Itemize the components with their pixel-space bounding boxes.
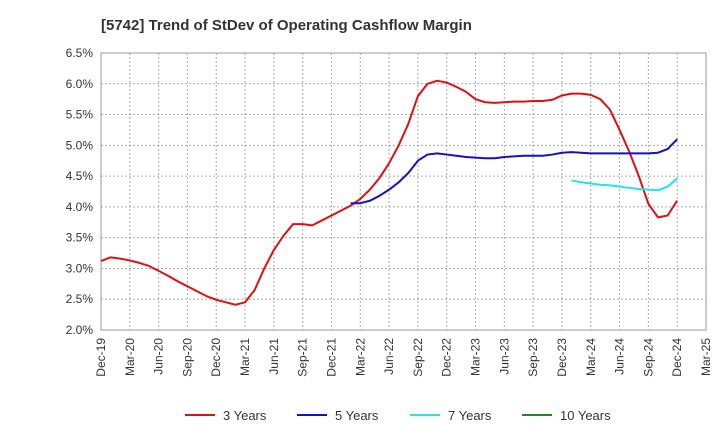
x-tick-label: Mar-24 — [584, 338, 598, 376]
x-tick-label: Dec-19 — [94, 338, 108, 377]
y-tick-label: 6.5% — [66, 46, 94, 60]
y-tick-label: 3.0% — [66, 261, 94, 275]
legend-label: 5 Years — [335, 408, 379, 423]
x-tick-label: Sep-20 — [180, 338, 194, 377]
series-line-5-years — [350, 138, 678, 205]
x-tick-label: Dec-22 — [440, 338, 454, 377]
x-tick-label: Dec-24 — [670, 338, 684, 377]
x-tick-label: Sep-23 — [526, 338, 540, 377]
x-tick-label: Jun-20 — [152, 338, 166, 375]
legend-label: 7 Years — [448, 408, 492, 423]
plot-area — [100, 52, 707, 331]
y-tick-label: 2.5% — [66, 292, 94, 306]
y-tick-label: 4.5% — [66, 169, 94, 183]
y-tick-label: 4.0% — [66, 200, 94, 214]
x-tick-label: Jun-21 — [267, 338, 281, 375]
legend-label: 10 Years — [560, 408, 611, 423]
x-tick-label: Mar-23 — [469, 338, 483, 376]
x-tick-label: Sep-22 — [411, 338, 425, 377]
y-tick-label: 5.5% — [66, 108, 94, 122]
y-tick-label: 2.0% — [66, 323, 94, 337]
x-tick-label: Jun-23 — [497, 338, 511, 375]
series-lines — [100, 79, 679, 306]
x-tick-label: Jun-22 — [382, 338, 396, 375]
x-tick-label: Mar-21 — [238, 338, 252, 376]
x-tick-label: Dec-20 — [209, 338, 223, 377]
x-tick-label: Dec-23 — [555, 338, 569, 377]
x-tick-label: Sep-24 — [641, 338, 655, 377]
y-axis-ticks: 6.5% 6.0% 5.5% 5.0% 4.5% 4.0% 3.5% 3.0% 2.5% 2.0% — [66, 46, 94, 337]
x-tick-label: Mar-22 — [353, 338, 367, 376]
x-tick-label: Mar-25 — [699, 338, 713, 376]
series-line-3-years — [100, 79, 679, 306]
x-tick-label: Mar-20 — [123, 338, 137, 376]
legend: 3 Years 5 Years 7 Years 10 Years — [185, 408, 611, 423]
x-tick-label: Sep-21 — [296, 338, 310, 377]
x-axis-ticks: Dec-19 Mar-20 Jun-20 Sep-20 Dec-20 Mar-21 Jun-… — [94, 338, 713, 377]
series-line-7-years — [571, 177, 678, 192]
y-tick-label: 6.0% — [66, 77, 94, 91]
legend-label: 3 Years — [223, 408, 267, 423]
x-tick-label: Jun-24 — [613, 338, 627, 375]
y-tick-label: 5.0% — [66, 138, 94, 152]
y-tick-label: 3.5% — [66, 231, 94, 245]
x-tick-label: Dec-21 — [324, 338, 338, 377]
chart-title: [5742] Trend of StDev of Operating Cashf… — [101, 17, 472, 34]
